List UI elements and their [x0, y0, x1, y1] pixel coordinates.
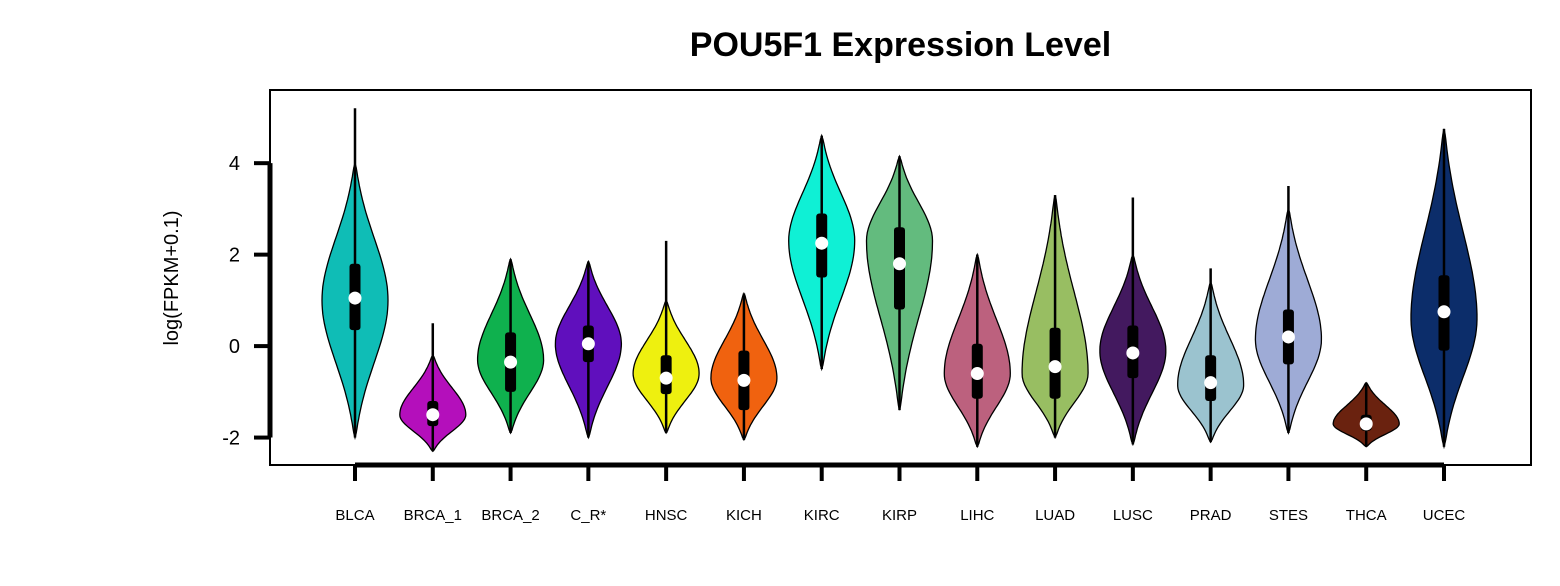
median-point-PRAD: [1204, 376, 1218, 390]
median-point-BRCA_2: [504, 355, 518, 369]
median-point-KIRP: [893, 257, 906, 271]
median-point-C_R*: [581, 337, 595, 351]
median-point-LIHC: [970, 367, 984, 381]
x-tick-label: KICH: [726, 507, 762, 524]
median-point-BRCA_1: [426, 408, 440, 422]
median-point-KICH: [737, 373, 751, 387]
x-tick-label: BLCA: [335, 507, 374, 524]
x-tick-label: BRCA_1: [404, 507, 462, 524]
median-point-KIRC: [815, 236, 829, 250]
x-tick-label: PRAD: [1190, 507, 1232, 524]
x-tick-label: KIRC: [804, 507, 840, 524]
median-point-BLCA: [348, 291, 362, 305]
median-point-UCEC: [1437, 305, 1451, 319]
x-tick-label: KIRP: [882, 507, 917, 524]
median-point-THCA: [1359, 417, 1373, 431]
x-tick-label: STES: [1269, 507, 1308, 524]
violins-group: [321, 108, 1478, 453]
median-point-HNSC: [659, 371, 673, 385]
x-axis: BLCA BRCA_1 BRCA_2 C_R* HNSC KICH KIRC KIRP LIHC…: [335, 462, 1466, 524]
y-tick-label: 0: [229, 336, 240, 358]
x-tick-label: HNSC: [645, 507, 688, 524]
y-axis: -2 0 2 4: [222, 153, 273, 450]
x-tick-label: LIHC: [960, 507, 994, 524]
y-axis-label: log(FPKM+0.1): [161, 210, 183, 345]
y-tick-label: 2: [229, 245, 240, 267]
x-tick-label: LUSC: [1113, 507, 1153, 524]
y-tick-label: 4: [229, 153, 240, 175]
chart-title: POU5F1 Expression Level: [689, 26, 1112, 64]
x-tick-label: THCA: [1346, 507, 1387, 524]
median-point-STES: [1281, 330, 1295, 344]
x-tick-label: BRCA_2: [481, 507, 539, 524]
median-point-LUAD: [1048, 360, 1062, 374]
x-tick-label: LUAD: [1035, 507, 1075, 524]
x-tick-label: C_R*: [570, 507, 606, 524]
x-tick-label: UCEC: [1423, 507, 1466, 524]
median-point-LUSC: [1126, 346, 1140, 360]
y-tick-label: -2: [222, 428, 240, 450]
